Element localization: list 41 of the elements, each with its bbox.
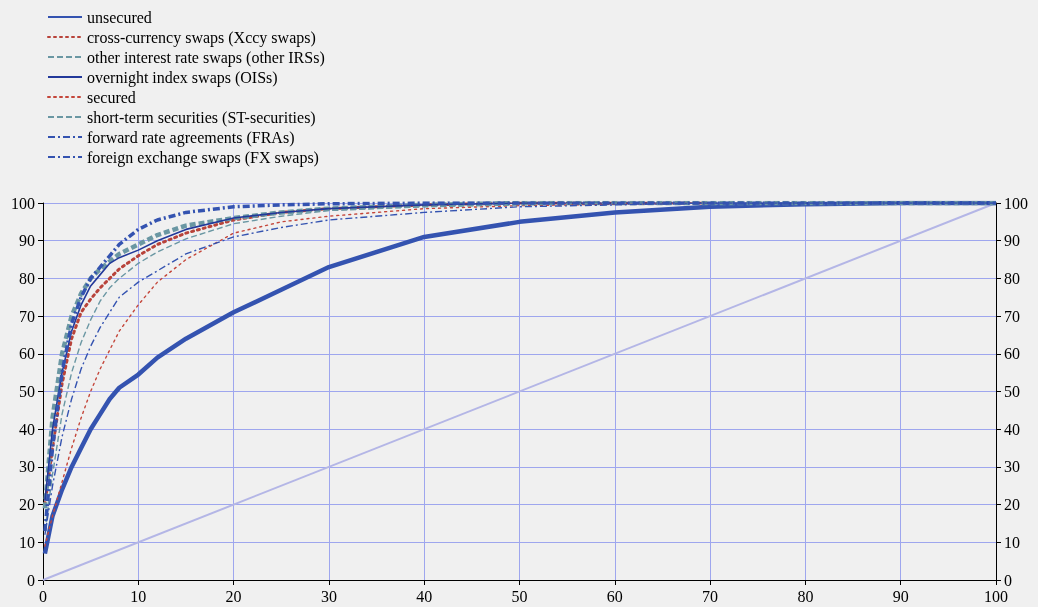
y2-tick-label: 20 [1004, 496, 1020, 514]
y-tick-label: 90 [19, 232, 35, 250]
y-tick-label: 70 [19, 307, 35, 325]
legend-label: unsecured [87, 8, 152, 26]
x-tick-label: 10 [130, 587, 147, 605]
y2-tick-label: 0 [1004, 571, 1012, 589]
y2-tick-label: 60 [1004, 345, 1020, 363]
legend-label: other interest rate swaps (other IRSs) [87, 48, 325, 67]
legend-label: short-term securities (ST-securities) [87, 108, 316, 127]
legend-label: forward rate agreements (FRAs) [87, 128, 295, 147]
x-tick-label: 90 [892, 587, 909, 605]
legend-label: overnight index swaps (OISs) [87, 68, 278, 87]
x-tick-label: 30 [320, 587, 337, 605]
x-tick-label: 50 [511, 587, 528, 605]
legend-label: secured [87, 88, 136, 106]
y-tick-label: 50 [19, 383, 35, 400]
y2-tick-label: 70 [1004, 307, 1020, 325]
y-tick-label: 0 [27, 571, 35, 589]
y2-tick-label: 40 [1004, 420, 1020, 438]
y2-tick-label: 90 [1004, 232, 1020, 250]
y2-tick-label: 30 [1004, 458, 1020, 476]
y-tick-label: 60 [19, 345, 35, 363]
legend-label: cross-currency swaps (Xccy swaps) [87, 28, 316, 47]
y-tick-label: 40 [19, 420, 35, 438]
y2-tick-label: 80 [1004, 269, 1020, 287]
x-tick-label: 40 [416, 587, 433, 605]
legend-label: foreign exchange swaps (FX swaps) [87, 148, 319, 167]
y-tick-label: 100 [11, 194, 35, 212]
x-tick-label: 20 [225, 587, 242, 605]
y2-tick-label: 100 [1004, 194, 1028, 212]
x-tick-label: 100 [984, 587, 1008, 605]
x-tick-label: 80 [797, 587, 814, 605]
x-tick-label: 60 [606, 587, 623, 605]
y-tick-label: 80 [19, 269, 35, 287]
y-tick-label: 30 [19, 458, 35, 476]
y-tick-label: 10 [19, 533, 35, 551]
x-tick-label: 70 [702, 587, 719, 605]
y2-tick-label: 10 [1004, 533, 1020, 551]
y2-tick-label: 50 [1004, 383, 1020, 400]
y-tick-label: 20 [19, 496, 35, 514]
x-tick-label: 0 [39, 587, 47, 605]
